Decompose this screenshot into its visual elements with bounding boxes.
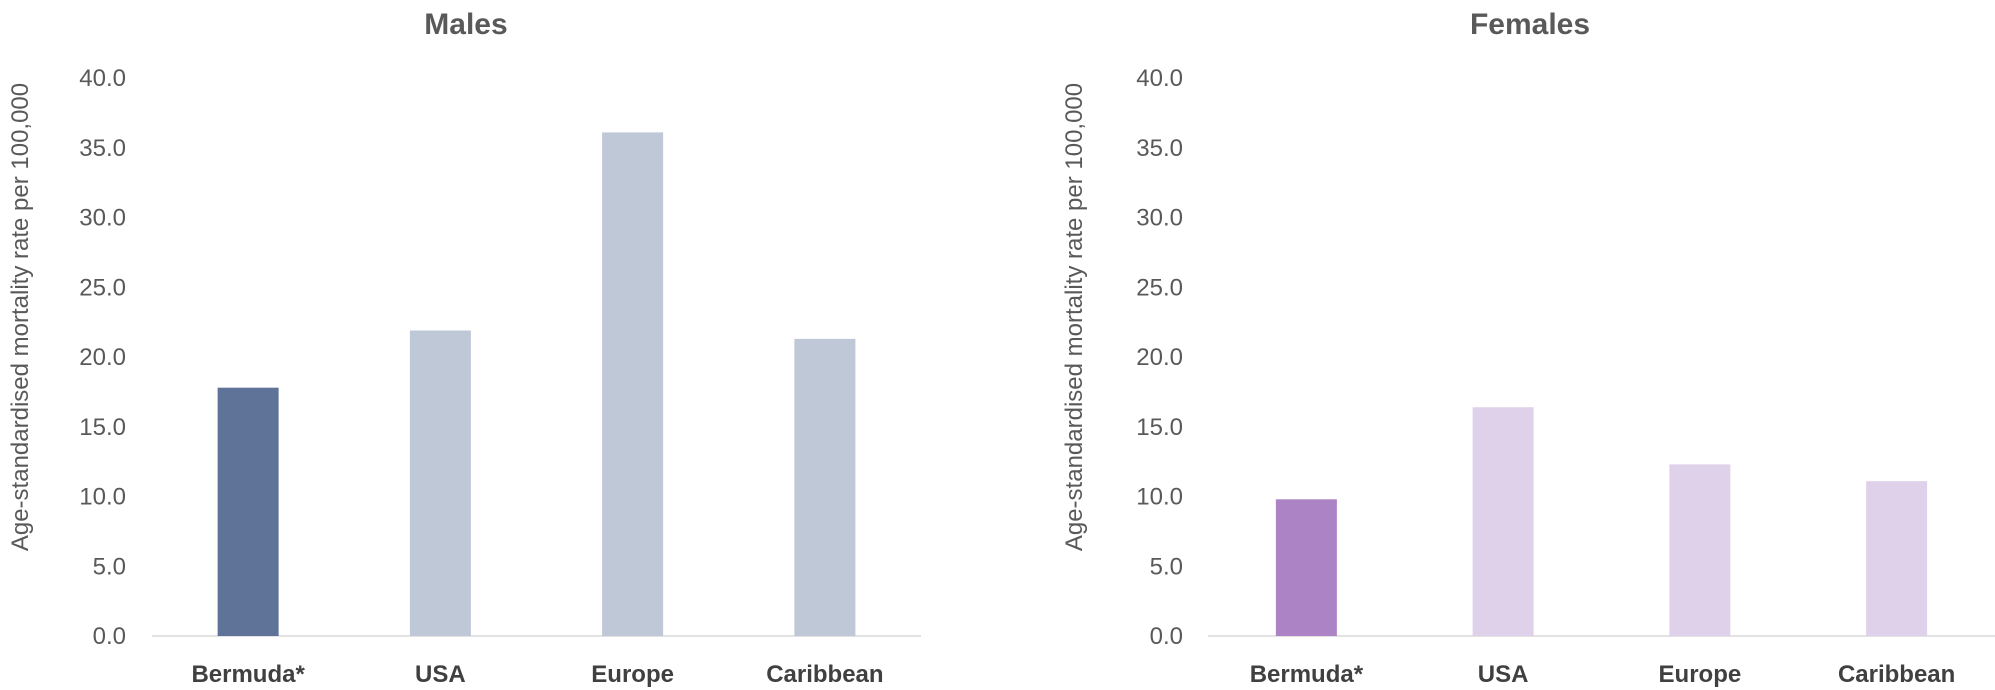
males-y-axis-label: Age-standardised mortality rate per 100,… — [7, 83, 34, 551]
males-bar-caribbean — [794, 338, 856, 636]
females-y-axis-label: Age-standardised mortality rate per 100,… — [1061, 83, 1088, 551]
females-y-tick-label: 30.0 — [1136, 205, 1183, 232]
males-bar-usa — [409, 330, 471, 636]
females-bar-bermuda — [1275, 499, 1337, 636]
females-x-tick-label: USA — [1478, 661, 1529, 688]
males-y-tick-label: 30.0 — [79, 205, 126, 232]
males-bar-bermuda — [217, 387, 279, 636]
females-x-tick-label: Caribbean — [1838, 661, 1955, 688]
females-y-tick-label: 35.0 — [1136, 135, 1183, 162]
males-y-tick-label: 20.0 — [79, 344, 126, 371]
females-y-tick-label: 25.0 — [1136, 274, 1183, 301]
females-x-tick-label: Europe — [1659, 661, 1742, 688]
males-y-tick-label: 0.0 — [93, 623, 126, 650]
males-y-tick-label: 35.0 — [79, 135, 126, 162]
males-bar-europe — [602, 132, 664, 636]
females-y-tick-label: 10.0 — [1136, 484, 1183, 511]
males-y-tick-label: 25.0 — [79, 274, 126, 301]
males-x-tick-label: USA — [415, 661, 466, 688]
males-x-tick-label: Bermuda* — [191, 661, 305, 688]
females-bar-usa — [1472, 407, 1534, 636]
males-x-tick-label: Caribbean — [766, 661, 883, 688]
males-chart: Males Age-standardised mortality rate per… — [7, 8, 921, 688]
males-y-tick-label: 10.0 — [79, 484, 126, 511]
males-y-tick-label: 5.0 — [93, 553, 126, 580]
females-chart: Females Age-standardised mortality rate p… — [1061, 8, 1995, 688]
females-y-tick-label: 15.0 — [1136, 414, 1183, 441]
females-y-tick-label: 5.0 — [1150, 553, 1183, 580]
females-y-tick-label: 40.0 — [1136, 65, 1183, 92]
males-x-tick-label: Europe — [591, 661, 674, 688]
females-bar-europe — [1669, 464, 1731, 636]
females-bar-caribbean — [1866, 481, 1928, 636]
females-chart-title: Females — [1470, 8, 1590, 41]
females-x-tick-label: Bermuda* — [1250, 661, 1364, 688]
females-y-tick-label: 0.0 — [1150, 623, 1183, 650]
males-y-tick-label: 15.0 — [79, 414, 126, 441]
males-chart-title: Males — [424, 8, 507, 41]
males-y-tick-label: 40.0 — [79, 65, 126, 92]
females-y-tick-label: 20.0 — [1136, 344, 1183, 371]
